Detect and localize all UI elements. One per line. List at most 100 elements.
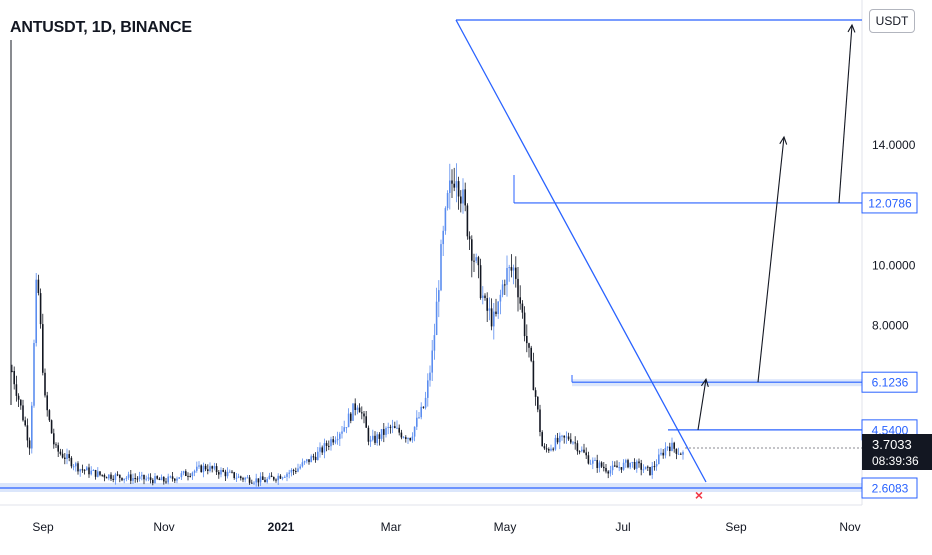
candle-body xyxy=(116,474,119,476)
candle-body xyxy=(130,474,132,481)
currency-unit-badge[interactable]: USDT xyxy=(869,9,915,33)
candle-body xyxy=(669,446,671,451)
candle-body xyxy=(317,451,319,460)
candle-body xyxy=(680,453,682,455)
bar-countdown: 08:39:36 xyxy=(872,454,919,468)
candle-body xyxy=(218,472,220,475)
candle-body xyxy=(246,477,249,479)
candle-body xyxy=(376,434,378,443)
candle-body xyxy=(517,278,519,298)
candle-body xyxy=(108,474,110,479)
price-level-tag-label: 2.6083 xyxy=(872,482,909,496)
candle-body xyxy=(55,444,57,446)
candle-body xyxy=(567,436,570,440)
candle-body xyxy=(420,406,422,418)
candle-body xyxy=(83,469,86,471)
candle-body xyxy=(134,478,136,479)
candle-body xyxy=(367,427,370,442)
candle-body xyxy=(655,464,658,467)
candle-body xyxy=(424,397,427,408)
candle-body xyxy=(574,442,576,444)
candle-body xyxy=(257,478,260,483)
candle-body xyxy=(594,460,596,461)
candle-body xyxy=(88,467,90,475)
candle-body xyxy=(321,447,323,453)
candle-body xyxy=(660,452,662,455)
candle-body xyxy=(479,265,482,298)
candle-body xyxy=(220,470,222,475)
candle-body xyxy=(402,437,405,439)
candle-body xyxy=(105,477,108,479)
candle-body xyxy=(125,477,128,479)
candle-body xyxy=(508,267,510,269)
candle-body xyxy=(259,476,262,483)
candle-body xyxy=(563,435,565,438)
candle-body xyxy=(605,468,607,472)
candle-body xyxy=(433,335,436,351)
candle-body xyxy=(50,420,53,434)
candle-body xyxy=(673,442,675,449)
candle-body xyxy=(352,403,354,421)
candle-body xyxy=(235,477,238,479)
candle-body xyxy=(471,239,473,261)
candle-body xyxy=(231,471,233,473)
candle-body xyxy=(596,460,598,468)
candle-body xyxy=(446,193,449,209)
cross-marker: × xyxy=(695,487,703,503)
candle-body xyxy=(189,476,191,477)
candle-body xyxy=(341,431,343,434)
candle-body xyxy=(77,463,79,472)
candle-body xyxy=(627,460,629,468)
candle-body xyxy=(339,433,341,439)
candle-body xyxy=(240,476,242,479)
candle-body xyxy=(413,426,416,437)
candle-body xyxy=(295,471,297,472)
candle-body xyxy=(15,384,18,396)
candle-body xyxy=(264,479,266,483)
candle-body xyxy=(121,477,123,481)
candle-body xyxy=(275,479,277,481)
candle-body xyxy=(640,463,642,470)
candle-body xyxy=(53,433,55,445)
candle-body xyxy=(358,407,361,413)
candle-body xyxy=(330,439,332,447)
candle-body xyxy=(387,426,389,428)
candle-body xyxy=(391,426,394,428)
candle-body xyxy=(152,479,154,484)
candle-body xyxy=(361,412,363,414)
candle-body xyxy=(506,268,508,285)
candle-body xyxy=(532,360,535,391)
candle-body xyxy=(636,461,638,469)
candle-body xyxy=(187,475,189,477)
candle-body xyxy=(418,417,420,419)
candle-body xyxy=(57,445,59,452)
candle-body xyxy=(13,371,15,385)
candle-body xyxy=(308,459,310,463)
candle-body xyxy=(550,448,552,451)
candle-body xyxy=(625,460,627,463)
candle-body xyxy=(119,474,121,478)
candle-body xyxy=(649,467,651,475)
time-tick-label: Nov xyxy=(839,520,860,534)
candle-body xyxy=(28,440,31,449)
candle-body xyxy=(136,478,139,480)
candle-body xyxy=(484,295,486,298)
candle-body xyxy=(81,469,84,471)
chart-title: ANTUSDT, 1D, BINANCE xyxy=(10,19,192,36)
candle-body xyxy=(72,466,75,468)
candle-body xyxy=(180,473,183,478)
candle-body xyxy=(20,399,22,406)
candle-body xyxy=(312,456,315,458)
candle-body xyxy=(512,267,515,271)
candle-body xyxy=(457,181,460,197)
candle-body xyxy=(193,470,196,473)
time-tick-label: 2021 xyxy=(268,520,295,534)
candle-body xyxy=(242,478,244,480)
candle-body xyxy=(530,347,532,361)
candle-body xyxy=(497,301,499,314)
candle-body xyxy=(427,380,429,398)
candle-body xyxy=(207,469,209,471)
candle-body xyxy=(143,474,145,480)
